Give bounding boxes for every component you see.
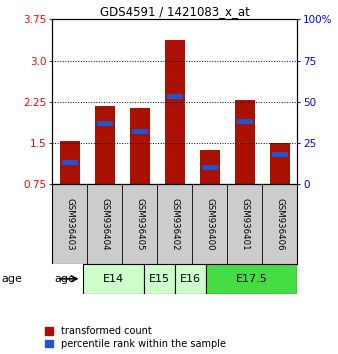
Text: E17.5: E17.5: [236, 274, 267, 284]
Text: age: age: [54, 274, 75, 284]
Bar: [272, 152, 288, 157]
Text: GSM936404: GSM936404: [100, 198, 110, 250]
Bar: [202, 165, 218, 170]
Bar: [60, 141, 79, 184]
Bar: [62, 160, 78, 165]
Text: GSM936405: GSM936405: [136, 198, 144, 250]
Title: GDS4591 / 1421083_x_at: GDS4591 / 1421083_x_at: [100, 5, 250, 18]
Bar: [167, 95, 183, 99]
Bar: [144, 264, 175, 294]
Bar: [132, 129, 148, 134]
Bar: [130, 108, 149, 184]
Text: age: age: [2, 274, 23, 284]
Bar: [165, 40, 185, 184]
Bar: [97, 121, 113, 126]
Legend: transformed count, percentile rank within the sample: transformed count, percentile rank withi…: [45, 326, 226, 349]
Bar: [83, 264, 144, 294]
Bar: [200, 149, 220, 184]
Text: E15: E15: [149, 274, 170, 284]
Text: E14: E14: [103, 274, 124, 284]
Bar: [270, 143, 290, 184]
Bar: [206, 264, 297, 294]
Text: GSM936401: GSM936401: [240, 198, 249, 250]
Text: GSM936406: GSM936406: [275, 198, 285, 250]
Bar: [95, 105, 115, 184]
Text: GSM936403: GSM936403: [65, 198, 74, 250]
Bar: [237, 119, 253, 124]
Text: E16: E16: [180, 274, 201, 284]
Bar: [235, 100, 255, 184]
Text: GSM936402: GSM936402: [170, 198, 179, 250]
Bar: [175, 264, 206, 294]
Text: GSM936400: GSM936400: [206, 198, 214, 250]
